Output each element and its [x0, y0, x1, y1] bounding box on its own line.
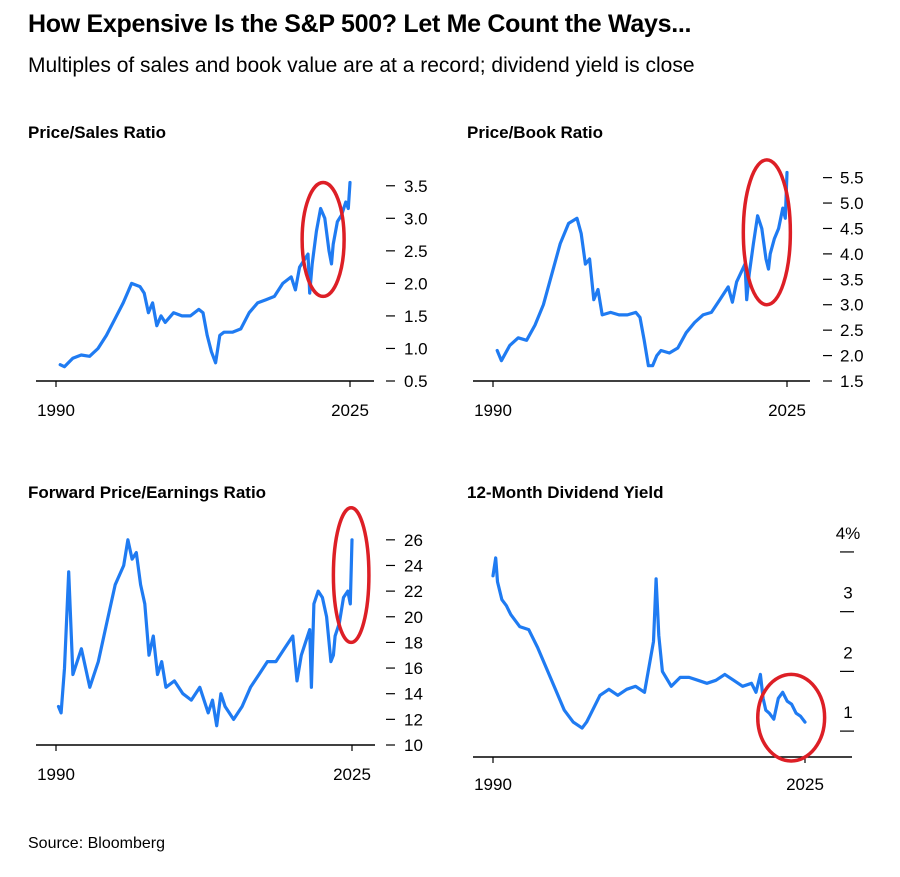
y-tick-label: 4.0	[840, 245, 864, 264]
y-tick-label: 14	[404, 685, 423, 704]
chart-title: Forward Price/Earnings Ratio	[28, 483, 266, 502]
y-tick-label: 22	[404, 582, 423, 601]
y-tick-label: 1.5	[404, 307, 428, 326]
chart-panel-1: Price/Sales Ratio 1990 2025 0.5 1.0 1.5 2.0 2.5…	[28, 123, 428, 420]
y-tick-label: 2.5	[404, 242, 428, 261]
y-tick-label: 5.5	[840, 169, 864, 188]
y-tick-label: 3	[843, 584, 852, 603]
chart-title: Price/Sales Ratio	[28, 123, 166, 142]
x-tick-label: 2025	[786, 775, 824, 794]
y-tick-label: 10	[404, 736, 423, 755]
y-tick-label: 2.5	[840, 321, 864, 340]
x-tick-label: 2025	[333, 765, 371, 784]
data-line	[495, 170, 789, 368]
x-tick-label: 1990	[474, 775, 512, 794]
highlight-circle	[331, 506, 371, 645]
y-tick-label: 20	[404, 608, 423, 627]
data-line	[491, 556, 807, 730]
y-tick-label: 24	[404, 556, 423, 575]
y-tick-label: 0.5	[404, 372, 428, 391]
page-title: How Expensive Is the S&P 500? Let Me Cou…	[28, 10, 692, 38]
highlight-circle	[300, 180, 346, 299]
y-tick-label: 26	[404, 531, 423, 550]
y-tick-label: 3.5	[840, 270, 864, 289]
chart-panel-3: Forward Price/Earnings Ratio 1990 2025 10 12…	[28, 483, 423, 784]
y-tick-label: 1.5	[840, 372, 864, 391]
y-tick-label: 4%	[836, 524, 861, 543]
y-tick-label: 3.0	[404, 209, 428, 228]
y-tick-label: 3.5	[404, 177, 428, 196]
y-tick-label: 5.0	[840, 194, 864, 213]
chart-title: Price/Book Ratio	[467, 123, 603, 142]
data-line	[56, 538, 354, 728]
x-tick-label: 2025	[331, 401, 369, 420]
chart-panel-2: Price/Book Ratio 1990 2025 1.5 2.0 2.5 3.0 3.5 4…	[467, 123, 864, 420]
source-note: Source: Bloomberg	[28, 835, 165, 852]
y-tick-label: 18	[404, 633, 423, 652]
x-tick-label: 1990	[474, 401, 512, 420]
y-tick-label: 4.5	[840, 219, 864, 238]
highlight-circle	[756, 672, 827, 763]
y-tick-label: 1	[843, 703, 852, 722]
chart-title: 12-Month Dividend Yield	[467, 483, 663, 502]
data-line	[58, 180, 352, 369]
x-tick-label: 1990	[37, 765, 75, 784]
y-tick-label: 2.0	[404, 274, 428, 293]
y-tick-label: 16	[404, 659, 423, 678]
chart-panel-4: 12-Month Dividend Yield 1990 2025 1 2 3 4%	[467, 483, 860, 794]
y-tick-label: 3.0	[840, 296, 864, 315]
y-tick-label: 2.0	[840, 347, 864, 366]
highlight-circle	[741, 158, 793, 307]
y-tick-label: 1.0	[404, 339, 428, 358]
x-tick-label: 2025	[768, 401, 806, 420]
x-tick-label: 1990	[37, 401, 75, 420]
y-tick-label: 12	[404, 710, 423, 729]
y-tick-label: 2	[843, 643, 852, 662]
page-subtitle: Multiples of sales and book value are at…	[28, 54, 695, 77]
